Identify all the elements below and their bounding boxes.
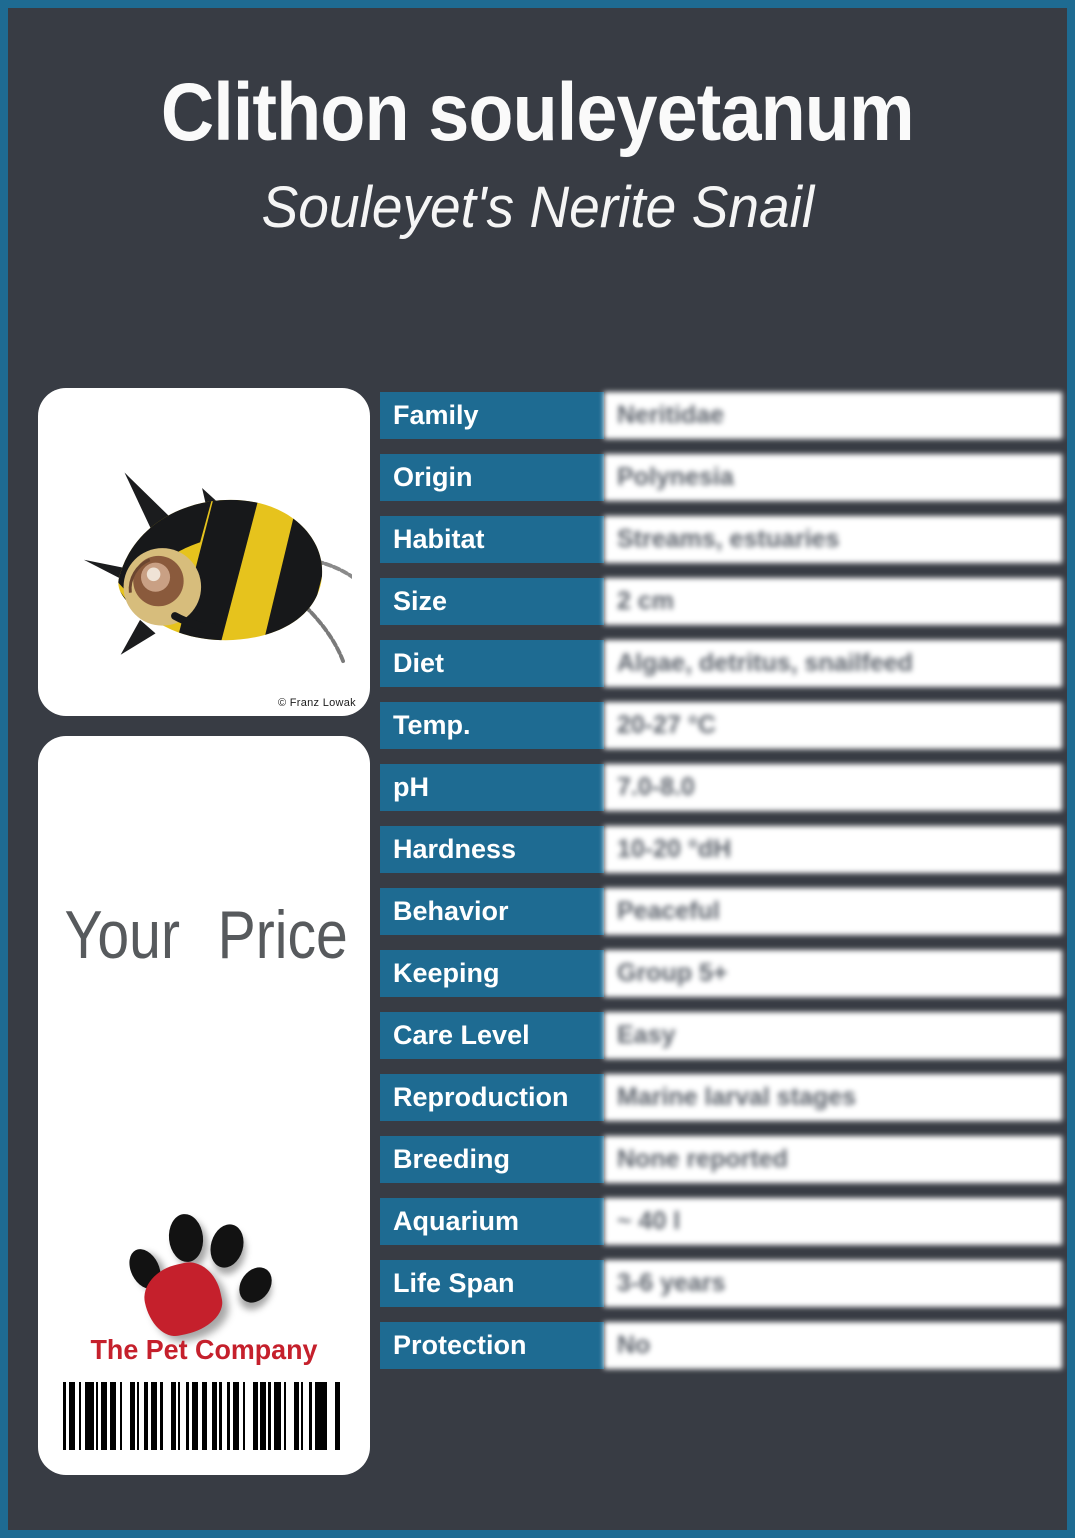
species-common-name: Souleyet's Nerite Snail [261, 175, 814, 241]
paw-toe [232, 1261, 279, 1309]
attribute-label: Habitat [380, 516, 604, 563]
table-row: Reproduction Marine larval stages [380, 1074, 1062, 1121]
table-row: Life Span 3-6 years [380, 1260, 1062, 1307]
attribute-value: 20-27 °C [604, 702, 1062, 749]
table-row: Origin Polynesia [380, 454, 1062, 501]
brand-name: The Pet Company [90, 1334, 318, 1365]
species-scientific-name: Clithon souleyetanum [161, 67, 915, 158]
attribute-value: 7.0-8.0 [604, 764, 1062, 811]
table-row: Hardness 10-20 °dH [380, 826, 1062, 873]
attribute-label: Size [380, 578, 604, 625]
attribute-label: Care Level [380, 1012, 604, 1059]
attribute-label: Origin [380, 454, 604, 501]
table-row: Protection No [380, 1322, 1062, 1369]
table-row: Family Neritidae [380, 392, 1062, 439]
header: Clithon souleyetanum Souleyet's Nerite S… [8, 66, 1067, 241]
attribute-label: Keeping [380, 950, 604, 997]
table-row: Behavior Peaceful [380, 888, 1062, 935]
paw-toe [205, 1220, 249, 1272]
attribute-value: Neritidae [604, 392, 1062, 439]
paw-print-icon [123, 1212, 279, 1342]
attribute-value: Streams, estuaries [604, 516, 1062, 563]
attribute-label: Family [380, 392, 604, 439]
attribute-label: Diet [380, 640, 604, 687]
attribute-value: 3-6 years [604, 1260, 1062, 1307]
attribute-value: ~ 40 l [604, 1198, 1062, 1245]
attribute-value: Algae, detritus, snailfeed [604, 640, 1062, 687]
photo-credit: © Franz Lowak [277, 697, 356, 709]
attribute-value: Marine larval stages [604, 1074, 1062, 1121]
paw-toe [166, 1212, 206, 1264]
photo-card: © Franz Lowak [38, 388, 370, 716]
attribute-value: Polynesia [604, 454, 1062, 501]
snail-photo [83, 472, 352, 665]
attribute-label: pH [380, 764, 604, 811]
price-placeholder: Your Price [64, 897, 348, 973]
attribute-label: Reproduction [380, 1074, 604, 1121]
attribute-label: Hardness [380, 826, 604, 873]
table-row: Breeding None reported [380, 1136, 1062, 1183]
table-row: Temp. 20-27 °C [380, 702, 1062, 749]
attribute-value: Group 5+ [604, 950, 1062, 997]
table-row: Diet Algae, detritus, snailfeed [380, 640, 1062, 687]
info-table: Family Neritidae Origin Polynesia Habita… [380, 392, 1062, 1384]
attribute-label: Behavior [380, 888, 604, 935]
table-row: pH 7.0-8.0 [380, 764, 1062, 811]
attribute-value: None reported [604, 1136, 1062, 1183]
attribute-value: No [604, 1322, 1062, 1369]
attribute-value: 2 cm [604, 578, 1062, 625]
price-card: Your Price The Pet Company [38, 736, 370, 1475]
attribute-value: Easy [604, 1012, 1062, 1059]
attribute-value: Peaceful [604, 888, 1062, 935]
table-row: Habitat Streams, estuaries [380, 516, 1062, 563]
attribute-label: Temp. [380, 702, 604, 749]
attribute-label: Aquarium [380, 1198, 604, 1245]
attribute-label: Life Span [380, 1260, 604, 1307]
attribute-label: Breeding [380, 1136, 604, 1183]
table-row: Care Level Easy [380, 1012, 1062, 1059]
table-row: Aquarium ~ 40 l [380, 1198, 1062, 1245]
barcode-graphic [63, 1382, 341, 1450]
table-row: Keeping Group 5+ [380, 950, 1062, 997]
attribute-label: Protection [380, 1322, 604, 1369]
table-row: Size 2 cm [380, 578, 1062, 625]
attribute-value: 10-20 °dH [604, 826, 1062, 873]
